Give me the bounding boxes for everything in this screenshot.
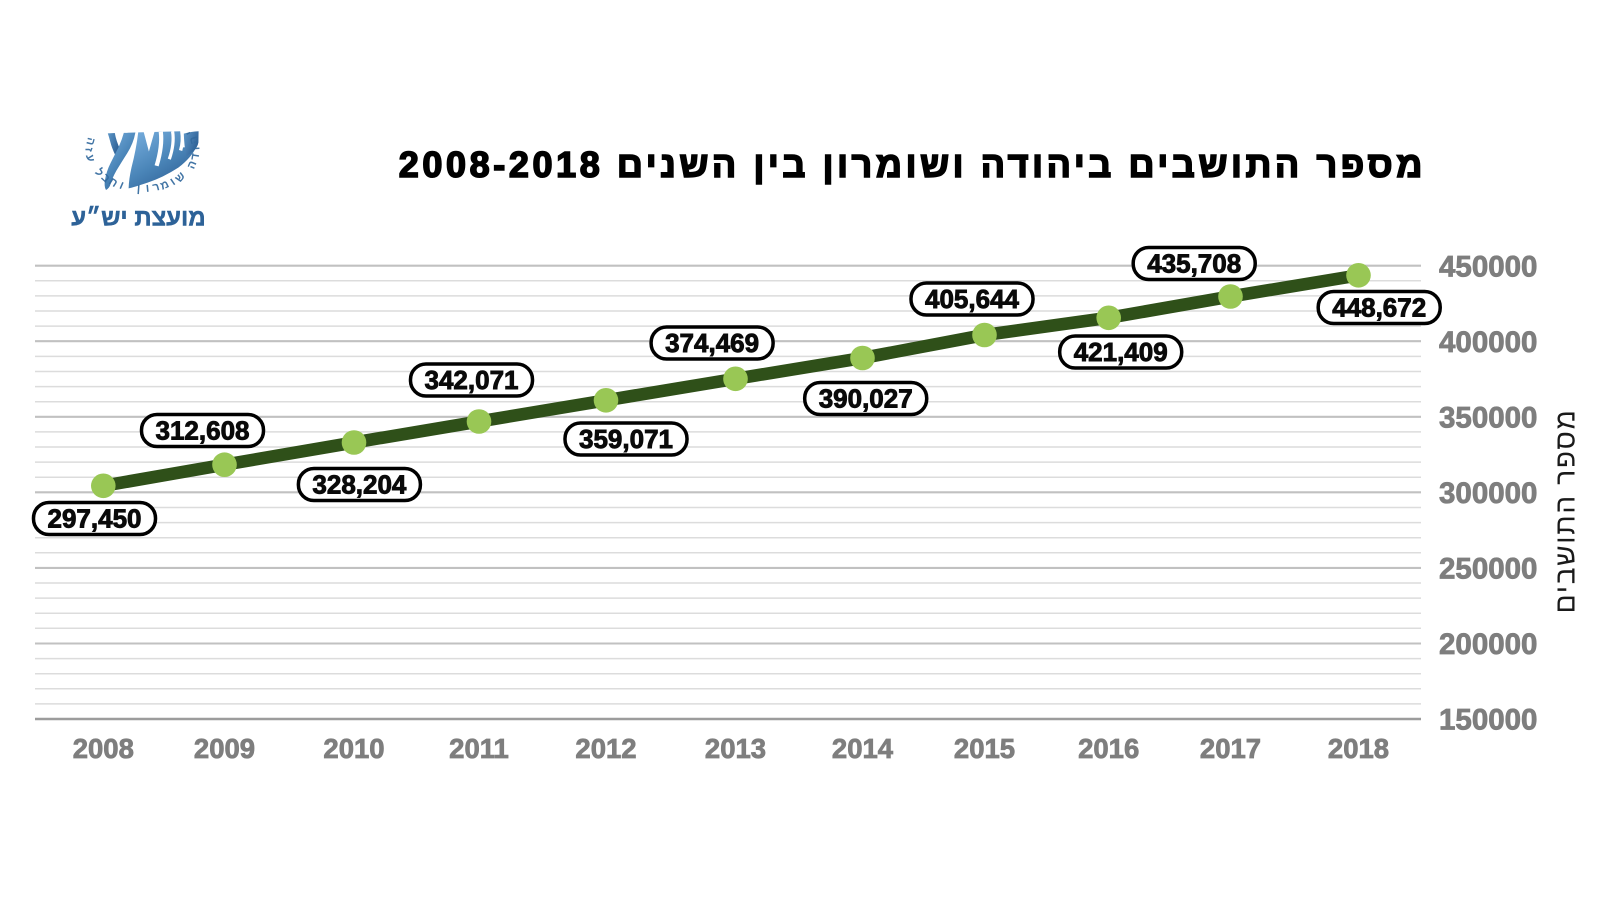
svg-text:421,409: 421,409 [1074, 337, 1168, 367]
svg-text:2014: 2014 [832, 733, 894, 764]
svg-text:435,708: 435,708 [1147, 249, 1241, 279]
svg-text:374,469: 374,469 [665, 328, 759, 358]
svg-text:2009: 2009 [194, 733, 255, 764]
svg-text:ו: ו [145, 183, 150, 195]
svg-text:ה: ה [83, 136, 97, 146]
svg-text:405,644: 405,644 [925, 284, 1020, 314]
svg-text:200000: 200000 [1439, 628, 1537, 661]
svg-text:390,027: 390,027 [819, 384, 913, 414]
svg-text:2011: 2011 [449, 733, 509, 764]
svg-text:י: י [184, 128, 196, 137]
svg-text:400000: 400000 [1439, 326, 1537, 359]
svg-text:ע: ע [83, 154, 96, 163]
svg-text:ד: ד [189, 152, 202, 161]
svg-text:ו: ו [117, 180, 125, 192]
svg-text:359,071: 359,071 [579, 424, 673, 454]
svg-text:342,071: 342,071 [425, 365, 519, 395]
svg-text:מועצת יש״ע: מועצת יש״ע [71, 205, 205, 232]
svg-text:ז: ז [82, 147, 94, 152]
svg-text:ו: ו [190, 146, 202, 150]
svg-text:150000: 150000 [1439, 704, 1537, 737]
svg-text:ר: ר [151, 181, 160, 194]
svg-text:2013: 2013 [705, 733, 766, 764]
svg-text:מספר התושבים: מספר התושבים [1550, 409, 1581, 614]
svg-text:ו: ו [168, 176, 178, 188]
svg-text:300000: 300000 [1439, 477, 1537, 510]
svg-text:312,608: 312,608 [156, 416, 250, 446]
svg-text:2012: 2012 [575, 733, 636, 764]
svg-text:450000: 450000 [1439, 250, 1537, 283]
svg-text:מספר התושבים ביהודה ושומרון בי: מספר התושבים ביהודה ושומרון בין השנים 20… [399, 144, 1426, 185]
svg-text:250000: 250000 [1439, 553, 1537, 586]
svg-text:2010: 2010 [323, 733, 384, 764]
svg-text:2008: 2008 [73, 733, 134, 764]
svg-text:2017: 2017 [1200, 733, 1261, 764]
svg-text:ה: ה [185, 159, 199, 171]
svg-text:ן: ן [136, 183, 140, 195]
svg-text:2016: 2016 [1078, 733, 1139, 764]
svg-text:2015: 2015 [954, 733, 1015, 764]
svg-text:328,204: 328,204 [312, 470, 407, 500]
svg-text:ה: ה [188, 135, 202, 146]
svg-text:350000: 350000 [1439, 401, 1537, 434]
svg-text:297,450: 297,450 [48, 504, 142, 534]
svg-text:448,672: 448,672 [1332, 293, 1426, 323]
svg-text:2018: 2018 [1328, 733, 1389, 764]
